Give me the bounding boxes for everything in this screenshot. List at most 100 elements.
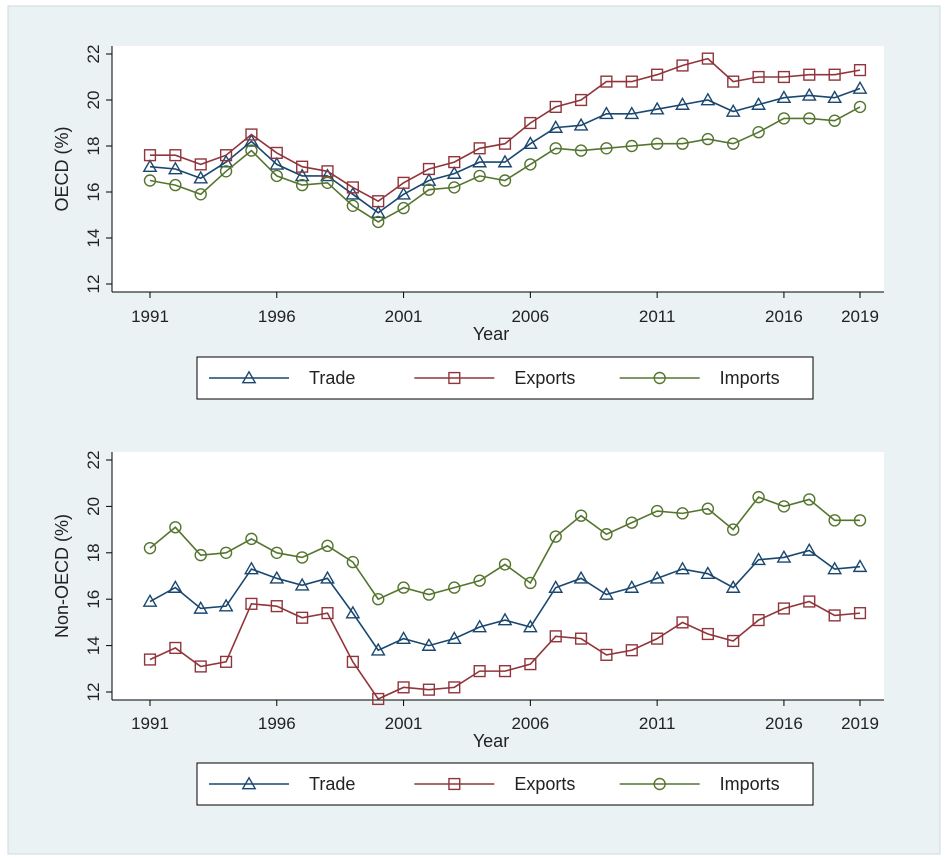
imports-point — [372, 215, 385, 229]
imports-point — [473, 169, 486, 183]
exports-point — [169, 149, 182, 162]
exports-point — [473, 142, 486, 155]
exports-point — [219, 149, 233, 162]
exports-point — [574, 632, 588, 645]
y-tick-label: 16 — [84, 183, 103, 202]
trade-point — [497, 612, 513, 626]
trade-point — [725, 579, 741, 593]
trade-point — [167, 579, 183, 593]
imports-point — [828, 514, 841, 527]
exports-point — [346, 655, 359, 668]
x-tick-label: 2011 — [639, 714, 676, 733]
imports-point — [143, 541, 157, 555]
x-tick-label: 2016 — [765, 307, 803, 326]
trade-point — [700, 92, 716, 106]
legend: Trade Exports Imports — [196, 356, 814, 400]
exports-point — [448, 681, 461, 694]
trade-point — [522, 619, 538, 633]
trade-point — [269, 570, 285, 584]
exports-point — [828, 609, 841, 622]
y-tick-label: 22 — [84, 451, 103, 470]
exports-point — [625, 75, 638, 88]
legend-imports-marker — [653, 371, 666, 385]
imports-point — [219, 165, 233, 178]
exports-point — [346, 181, 359, 194]
trade-point — [852, 559, 868, 573]
y-tick-label: 14 — [84, 229, 103, 248]
y-tick-label: 12 — [84, 683, 103, 702]
legend-exports-label: Exports — [514, 368, 575, 388]
exports-point — [296, 611, 309, 624]
trade-point — [497, 154, 513, 168]
trade-point — [776, 549, 792, 563]
exports-point — [625, 644, 638, 657]
imports-point — [752, 490, 765, 504]
trade-series-line — [149, 549, 861, 652]
exports-point — [727, 634, 740, 648]
trade-point — [649, 101, 665, 115]
y-tick-label: 22 — [84, 45, 103, 64]
trade-point — [573, 117, 589, 131]
y-axis-title: Non-OECD (%) — [52, 514, 72, 638]
trade-point — [801, 542, 817, 556]
trade-point — [675, 561, 690, 575]
legend-box — [196, 762, 814, 806]
imports-point — [701, 502, 715, 515]
exports-point — [803, 68, 816, 81]
imports-point — [549, 142, 562, 155]
trade-point — [142, 593, 158, 607]
imports-point — [473, 574, 486, 587]
imports-point — [600, 142, 613, 155]
y-tick-label: 16 — [84, 590, 103, 609]
imports-point — [524, 158, 537, 171]
y-axis-title: OECD (%) — [52, 127, 72, 212]
imports-point — [194, 188, 207, 201]
imports-point — [295, 178, 309, 192]
trade-series-line — [149, 87, 861, 214]
trade-point — [421, 637, 437, 651]
x-axis-title: Year — [473, 731, 509, 751]
y-tick-label: 12 — [84, 275, 103, 294]
imports-point — [853, 100, 867, 114]
imports-point — [574, 509, 588, 522]
exports-point — [219, 655, 233, 668]
exports-point — [651, 632, 664, 645]
imports-point — [574, 144, 588, 157]
trade-point — [244, 561, 259, 575]
x-tick-label: 2001 — [385, 307, 423, 326]
legend-exports-label: Exports — [514, 774, 575, 794]
imports-point — [448, 581, 461, 594]
imports-series-line — [149, 106, 861, 223]
trade-point — [244, 133, 259, 147]
imports-point — [169, 521, 182, 534]
trade-point — [827, 561, 843, 575]
legend-exports-marker — [448, 777, 461, 791]
exports-point — [853, 607, 867, 620]
trade-point — [269, 156, 285, 170]
imports-point — [701, 132, 715, 146]
imports-point — [777, 112, 791, 125]
exports-point — [498, 137, 512, 150]
x-tick-label: 1996 — [258, 714, 296, 733]
x-tick-label: 2016 — [765, 714, 803, 733]
exports-series-line — [150, 57, 861, 203]
trade-point — [472, 619, 488, 633]
imports-point — [169, 178, 182, 192]
exports-point — [321, 607, 334, 620]
trade-point — [396, 631, 411, 644]
imports-point — [219, 546, 233, 559]
imports-point — [625, 516, 638, 529]
exports-point — [803, 595, 816, 608]
imports-point — [245, 532, 258, 546]
exports-point — [777, 602, 791, 615]
trade-point — [370, 205, 386, 219]
exports-point — [676, 616, 689, 629]
legend-trade-label: Trade — [309, 774, 355, 794]
exports-point — [853, 63, 867, 77]
trade-point — [345, 186, 361, 200]
trade-point — [142, 159, 158, 173]
exports-point — [549, 100, 562, 114]
imports-point — [600, 528, 613, 541]
imports-point — [194, 548, 207, 562]
legend-imports-label: Imports — [720, 368, 780, 388]
